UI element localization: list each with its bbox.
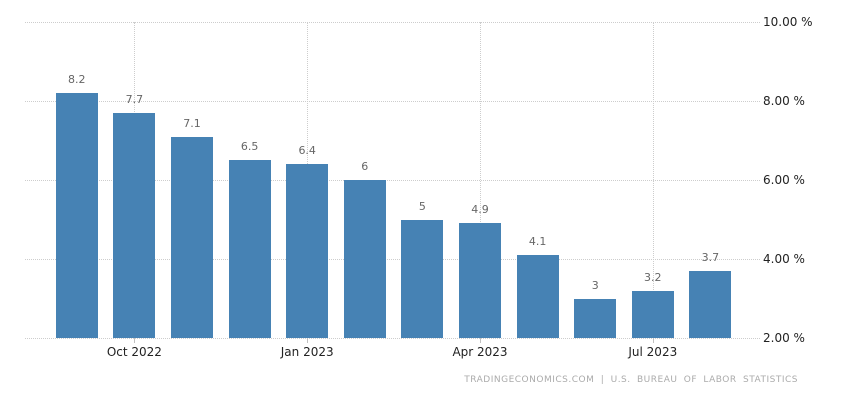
bar-value-label: 5 xyxy=(418,199,426,213)
bar-value-label: 7.1 xyxy=(183,116,201,130)
y-tick-label: 2.00 % xyxy=(763,331,805,345)
horizontal-gridline xyxy=(25,259,760,260)
bar-value-label: 3 xyxy=(591,278,599,292)
bar-value-label: 3.7 xyxy=(701,250,720,264)
x-tick-label: Oct 2022 xyxy=(106,345,162,359)
horizontal-gridline xyxy=(25,101,760,102)
chart-attribution: TRADINGECONOMICS.COM | U.S. BUREAU OF LA… xyxy=(464,375,798,385)
bar-value-label: 3.2 xyxy=(644,270,662,284)
bar xyxy=(228,160,271,338)
x-axis-tick xyxy=(307,338,309,343)
bar xyxy=(631,290,674,338)
y-tick-label: 4.00 % xyxy=(763,252,805,266)
bar-value-label: 6.5 xyxy=(240,140,259,154)
vertical-gridline xyxy=(480,22,481,338)
bar-value-label: 4.1 xyxy=(528,235,547,249)
bar-value-label: 4.9 xyxy=(471,203,489,217)
bar xyxy=(689,270,732,338)
bar-value-label: 6 xyxy=(361,160,369,173)
x-axis-tick xyxy=(652,338,654,343)
bar xyxy=(343,180,386,338)
bar xyxy=(459,223,501,338)
bar-value-label: 7.7 xyxy=(125,92,144,106)
horizontal-gridline xyxy=(25,22,760,23)
bar xyxy=(55,93,98,338)
x-tick-label: Apr 2023 xyxy=(452,345,508,359)
vertical-gridline xyxy=(652,22,654,338)
bar-value-label: 6.4 xyxy=(298,144,316,158)
x-tick-label: Jan 2023 xyxy=(280,345,334,359)
bar xyxy=(574,298,617,338)
bar-value-label: 8.2 xyxy=(68,73,86,87)
horizontal-gridline xyxy=(25,338,760,339)
bar xyxy=(516,255,559,338)
horizontal-gridline xyxy=(25,180,760,181)
bar xyxy=(286,164,329,338)
bar xyxy=(113,112,156,338)
y-tick-label: 10.00 % xyxy=(763,15,813,29)
bar xyxy=(401,219,444,338)
x-axis-tick xyxy=(480,338,481,343)
bar xyxy=(171,136,213,338)
x-axis-tick xyxy=(134,338,136,343)
x-tick-label: Jul 2023 xyxy=(628,345,678,359)
y-tick-label: 6.00 % xyxy=(763,173,805,187)
y-tick-label: 8.00 % xyxy=(763,94,805,108)
